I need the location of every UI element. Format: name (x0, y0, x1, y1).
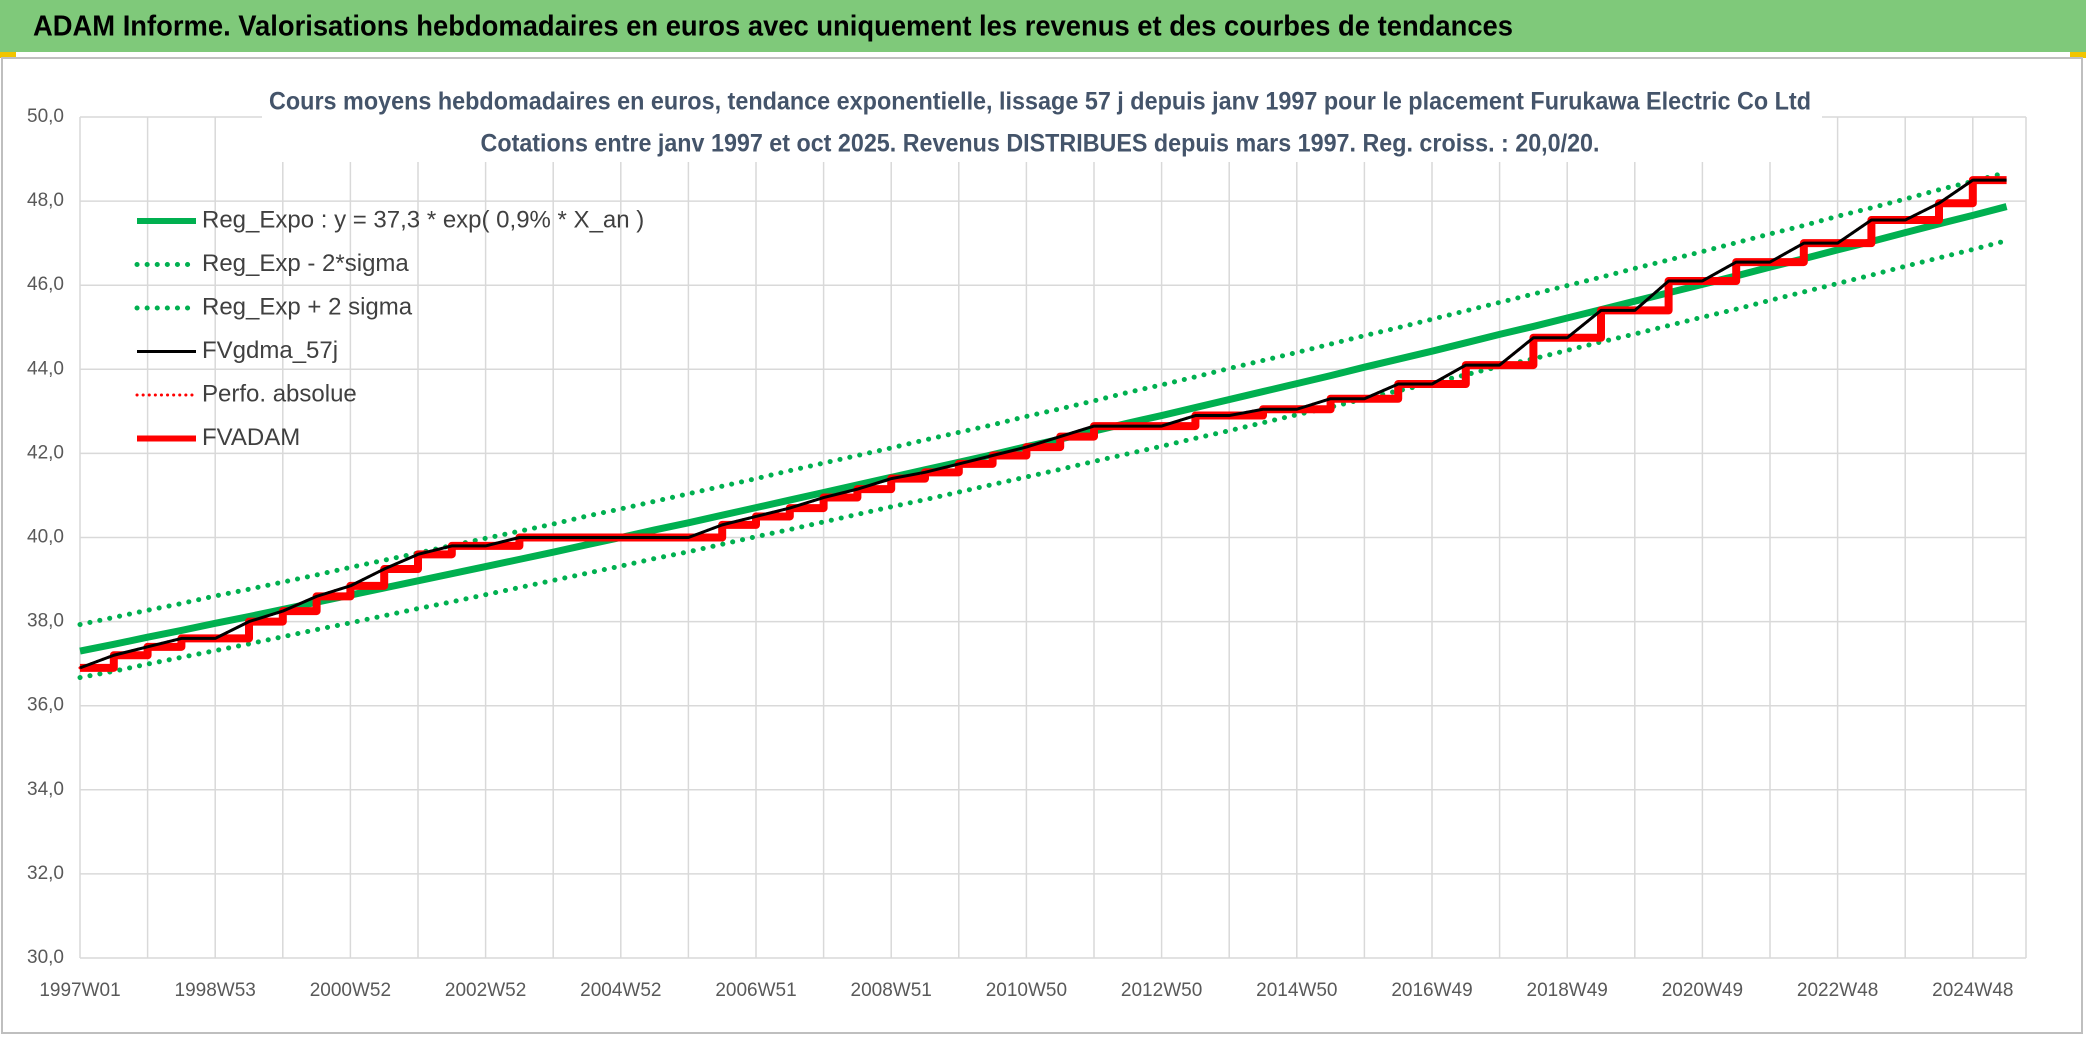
x-tick-label: 2014W50 (1256, 980, 1337, 1001)
series-line (77, 238, 2010, 681)
x-tick-label: 2004W52 (580, 980, 661, 1001)
x-tick-label: 1998W53 (175, 980, 256, 1001)
x-tick-label: 2010W50 (986, 980, 1067, 1001)
x-tick-label: 1997W01 (39, 980, 120, 1001)
x-tick-label: 2002W52 (445, 980, 526, 1001)
x-tick-label: 2006W51 (715, 980, 796, 1001)
header-bar (0, 0, 2086, 52)
y-tick-label: 46,0 (27, 274, 64, 295)
legend-label: FVADAM (202, 424, 300, 451)
title-backdrop (262, 86, 1822, 162)
legend-label: Reg_Exp - 2*sigma (202, 250, 409, 277)
x-tick-label: 2000W52 (310, 980, 391, 1001)
y-tick-label: 42,0 (27, 442, 64, 463)
x-tick-label: 2016W49 (1391, 980, 1472, 1001)
y-tick-label: 48,0 (27, 190, 64, 211)
y-tick-label: 32,0 (27, 863, 64, 884)
x-tick-label: 2022W48 (1797, 980, 1878, 1001)
grid: 30,0 32,0 34,0 36,0 38,0 40,0 42,0 44,0 46,0 48,0… (27, 106, 2027, 1001)
corner-mark (2070, 52, 2086, 58)
x-tick-label: 2012W50 (1121, 980, 1202, 1001)
plot (77, 170, 2010, 681)
y-tick-label: 50,0 (27, 106, 64, 127)
x-tick-label: 2020W49 (1662, 980, 1743, 1001)
legend-label: FVgdma_57j (202, 337, 338, 364)
x-tick-label: 2024W48 (1932, 980, 2013, 1001)
legend-label: Reg_Exp + 2 sigma (202, 293, 413, 320)
page-title: ADAM Informe. Valorisations hebdomadaire… (33, 11, 1513, 43)
chart-frame (1, 57, 2083, 1034)
corner-mark (0, 52, 16, 58)
legend-label: Perfo. absolue (202, 380, 357, 407)
y-tick-label: 44,0 (27, 358, 64, 379)
y-tick-label: 38,0 (27, 611, 64, 632)
series-line (77, 170, 2010, 628)
y-tick-label: 36,0 (27, 695, 64, 716)
series-line (80, 176, 2007, 672)
y-tick-label: 34,0 (27, 779, 64, 800)
series-line (79, 178, 2007, 670)
legend-label: Reg_Expo : y = 37,3 * exp( 0,9% * X_an ) (202, 206, 644, 233)
x-tick-label: 2018W49 (1527, 980, 1608, 1001)
y-tick-label: 30,0 (27, 947, 64, 968)
legend: Reg_Expo : y = 37,3 * exp( 0,9% * X_an )… (134, 206, 644, 451)
chart-subtitle: Cotations entre janv 1997 et oct 2025. R… (481, 130, 1600, 158)
y-tick-label: 40,0 (27, 527, 64, 548)
x-tick-label: 2008W51 (851, 980, 932, 1001)
chart-title: Cours moyens hebdomadaires en euros, ten… (269, 88, 1811, 116)
